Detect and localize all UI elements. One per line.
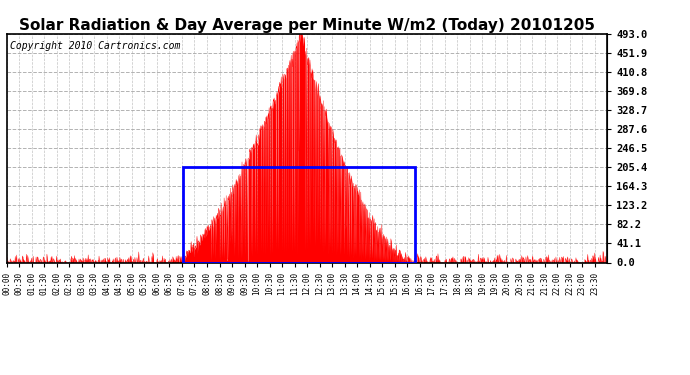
Bar bbox=[183, 167, 415, 262]
Title: Solar Radiation & Day Average per Minute W/m2 (Today) 20101205: Solar Radiation & Day Average per Minute… bbox=[19, 18, 595, 33]
Text: Copyright 2010 Cartronics.com: Copyright 2010 Cartronics.com bbox=[10, 40, 180, 51]
